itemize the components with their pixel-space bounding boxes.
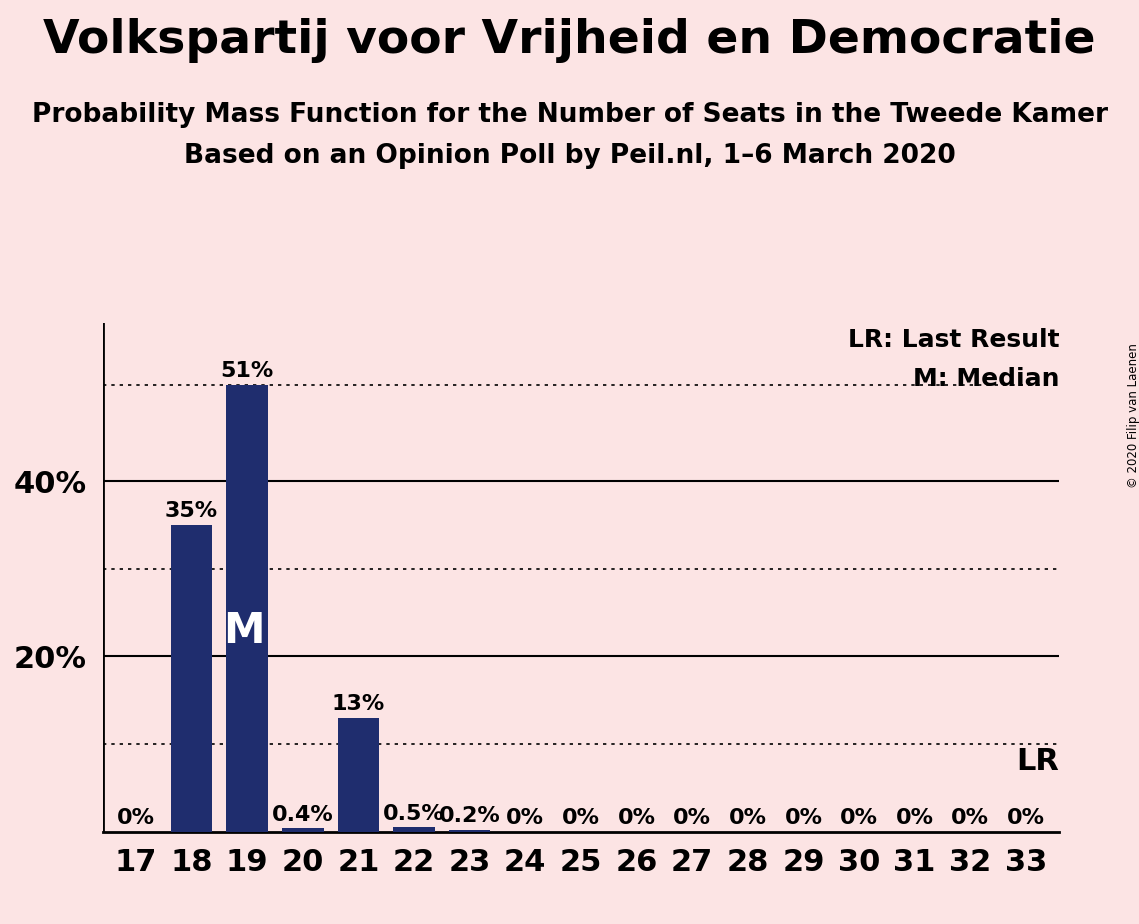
Text: 0%: 0%	[1007, 808, 1044, 828]
Text: 0%: 0%	[117, 808, 155, 828]
Text: Volkspartij voor Vrijheid en Democratie: Volkspartij voor Vrijheid en Democratie	[43, 18, 1096, 64]
Text: 0.2%: 0.2%	[439, 807, 500, 826]
Text: © 2020 Filip van Laenen: © 2020 Filip van Laenen	[1126, 344, 1139, 488]
Text: M: Median: M: Median	[912, 367, 1059, 391]
Text: 0.5%: 0.5%	[383, 804, 445, 823]
Text: Based on an Opinion Poll by Peil.nl, 1–6 March 2020: Based on an Opinion Poll by Peil.nl, 1–6…	[183, 143, 956, 169]
Text: 0%: 0%	[673, 808, 711, 828]
Text: 0%: 0%	[841, 808, 878, 828]
Text: 0.4%: 0.4%	[272, 805, 334, 824]
Text: 0%: 0%	[729, 808, 767, 828]
Text: LR: Last Result: LR: Last Result	[847, 328, 1059, 352]
Bar	[393, 827, 435, 832]
Text: M: M	[223, 610, 265, 651]
Text: 0%: 0%	[895, 808, 934, 828]
Bar	[449, 830, 491, 832]
Text: 0%: 0%	[562, 808, 600, 828]
Text: 0%: 0%	[785, 808, 822, 828]
Text: 0%: 0%	[951, 808, 990, 828]
Text: 0%: 0%	[506, 808, 544, 828]
Text: 13%: 13%	[331, 694, 385, 714]
Bar	[227, 384, 268, 832]
Text: 51%: 51%	[221, 361, 273, 382]
Bar	[281, 828, 323, 832]
Text: Probability Mass Function for the Number of Seats in the Tweede Kamer: Probability Mass Function for the Number…	[32, 102, 1107, 128]
Text: LR: LR	[1016, 747, 1059, 775]
Bar	[337, 718, 379, 832]
Text: 35%: 35%	[165, 502, 218, 521]
Bar	[171, 525, 212, 832]
Text: 0%: 0%	[617, 808, 656, 828]
